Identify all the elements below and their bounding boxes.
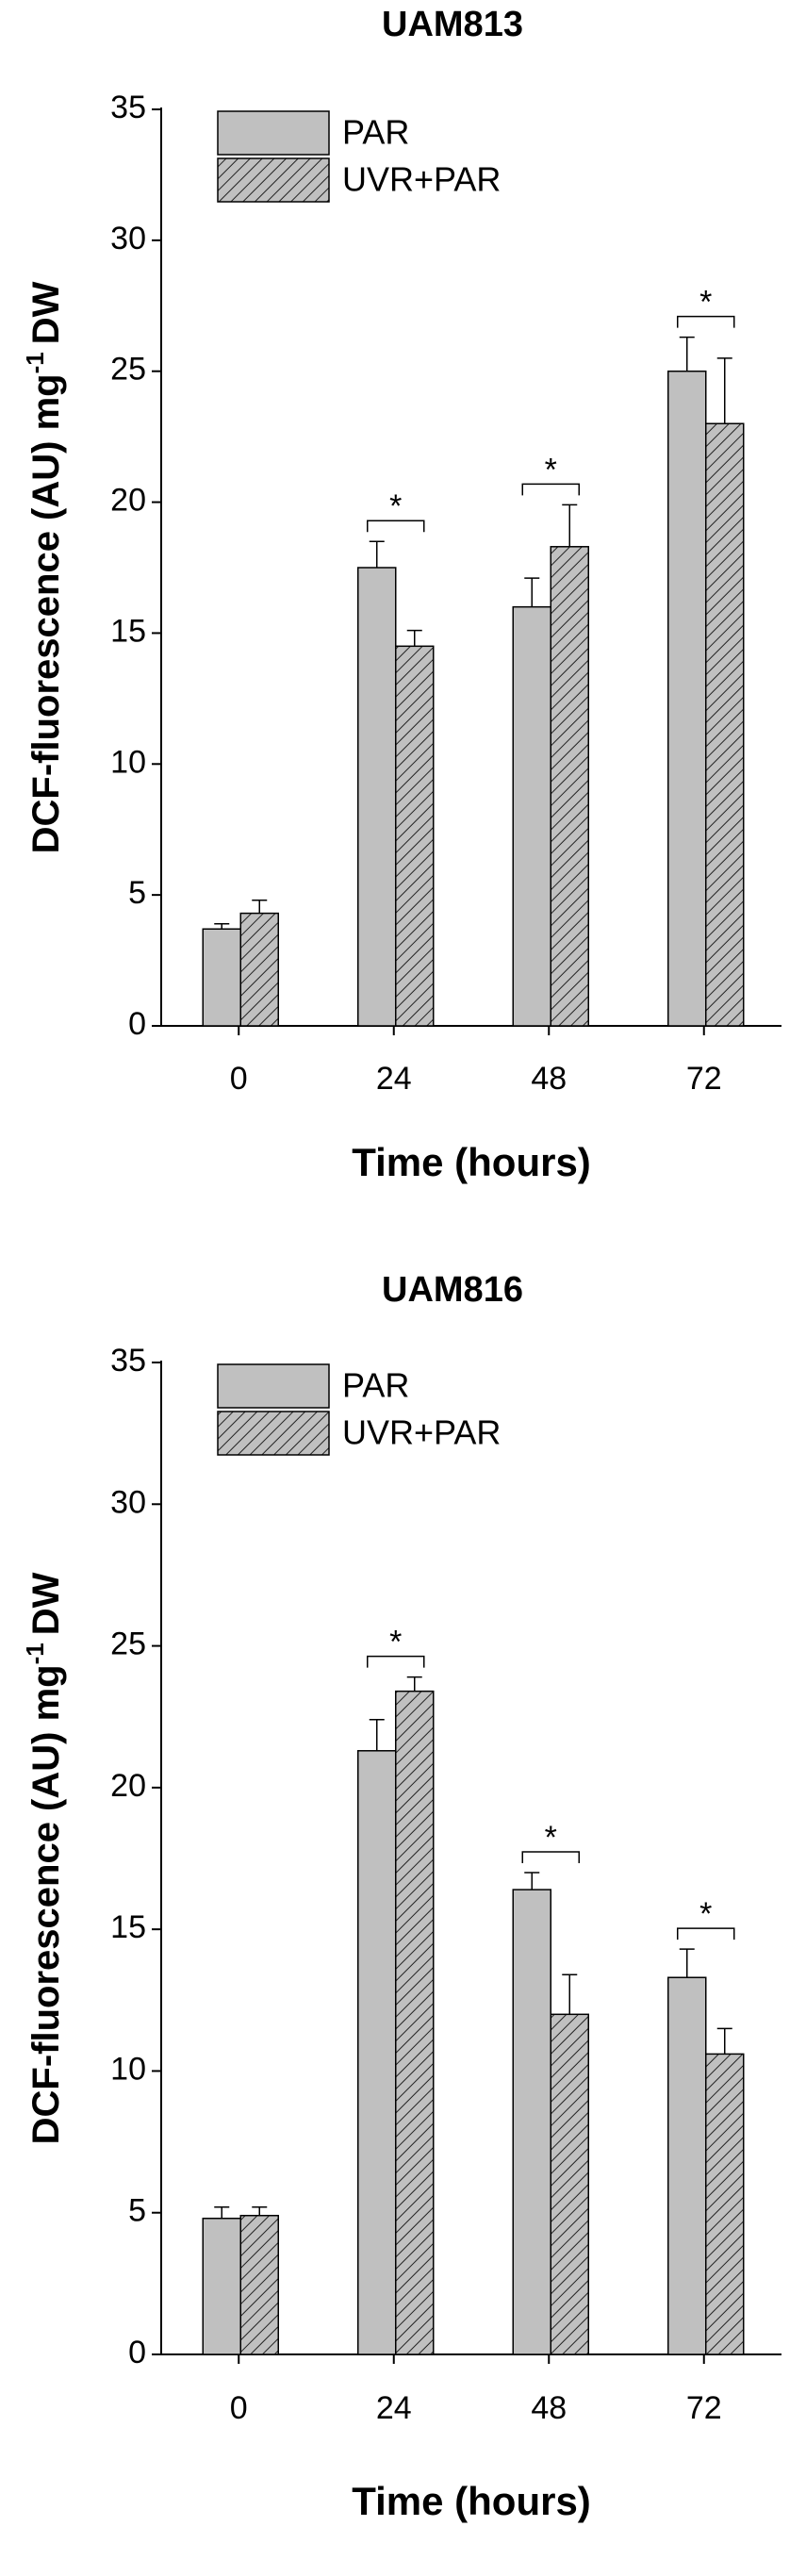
y-tick-label: 20	[110, 483, 146, 519]
significance-bracket	[367, 520, 425, 533]
legend-label: UVR+PAR	[342, 1413, 501, 1452]
y-tick-label: 0	[128, 1006, 146, 1042]
bar	[239, 2214, 279, 2355]
significance-bracket	[677, 315, 735, 328]
significance-label: *	[699, 285, 712, 321]
significance-label: *	[699, 1896, 712, 1932]
bar	[512, 605, 551, 1027]
x-tick-label: 48	[531, 2390, 567, 2426]
y-tick-label: 15	[110, 613, 146, 649]
legend-label: PAR	[342, 1366, 409, 1405]
bar	[705, 422, 745, 1027]
x-axis-label: Time (hours)	[352, 2479, 591, 2523]
x-tick-label: 0	[230, 2390, 248, 2426]
legend-swatch	[217, 157, 330, 203]
y-tick-label: 25	[110, 352, 146, 388]
x-tick-label: 24	[376, 1061, 412, 1097]
significance-label: *	[545, 1820, 557, 1856]
y-axis-label: DCF-fluorescence (AU) mg-1 DW	[21, 281, 67, 853]
y-axis-label-suffix: DW	[25, 281, 67, 344]
bar	[705, 2053, 745, 2355]
bar	[357, 567, 397, 1027]
bar	[512, 1889, 551, 2355]
bar	[357, 1750, 397, 2355]
bar	[667, 370, 707, 1027]
x-tick-label: 72	[686, 1061, 722, 1097]
significance-bracket	[521, 1851, 580, 1864]
y-tick-label: 5	[128, 2193, 146, 2229]
legend-swatch	[217, 1411, 330, 1456]
bar	[202, 2217, 241, 2355]
legend-swatch	[217, 110, 330, 156]
bar	[667, 1976, 707, 2355]
y-tick-label: 25	[110, 1627, 146, 1662]
y-tick-label: 15	[110, 1909, 146, 1945]
bar	[395, 645, 435, 1027]
significance-bracket	[677, 1927, 735, 1940]
significance-label: *	[389, 1625, 402, 1660]
y-tick-label: 5	[128, 875, 146, 911]
legend-label: UVR+PAR	[342, 160, 501, 199]
y-axis-label-text: DCF-fluorescence (AU) mg	[25, 373, 67, 853]
legend-label: PAR	[342, 113, 409, 152]
bar	[550, 2013, 589, 2355]
y-axis-label-suffix: DW	[25, 1572, 67, 1635]
significance-label: *	[545, 452, 557, 487]
x-tick-label: 72	[686, 2390, 722, 2426]
y-axis-label-text: DCF-fluorescence (AU) mg	[25, 1664, 67, 2144]
y-tick-label: 35	[110, 90, 146, 125]
x-tick-label: 24	[376, 2390, 412, 2426]
y-tick-label: 20	[110, 1768, 146, 1804]
x-tick-label: 0	[230, 1061, 248, 1097]
significance-bracket	[367, 1655, 425, 1668]
bar	[395, 1690, 435, 2355]
y-tick-label: 10	[110, 2051, 146, 2087]
chart-title: UAM813	[382, 5, 523, 44]
bar	[239, 912, 279, 1027]
chart-title: UAM816	[382, 1270, 523, 1310]
bar	[202, 928, 241, 1027]
y-axis-label-superscript: -1	[21, 1643, 49, 1664]
bar	[550, 546, 589, 1027]
y-tick-label: 0	[128, 2335, 146, 2370]
x-tick-label: 48	[531, 1061, 567, 1097]
x-axis-label: Time (hours)	[352, 1140, 591, 1184]
y-axis-label-superscript: -1	[21, 352, 49, 373]
significance-bracket	[521, 483, 580, 496]
legend-swatch	[217, 1363, 330, 1409]
y-tick-label: 30	[110, 221, 146, 256]
significance-label: *	[389, 488, 402, 524]
y-axis-label: DCF-fluorescence (AU) mg-1 DW	[21, 1572, 67, 2144]
y-tick-label: 10	[110, 744, 146, 780]
y-tick-label: 35	[110, 1343, 146, 1379]
y-tick-label: 30	[110, 1484, 146, 1520]
